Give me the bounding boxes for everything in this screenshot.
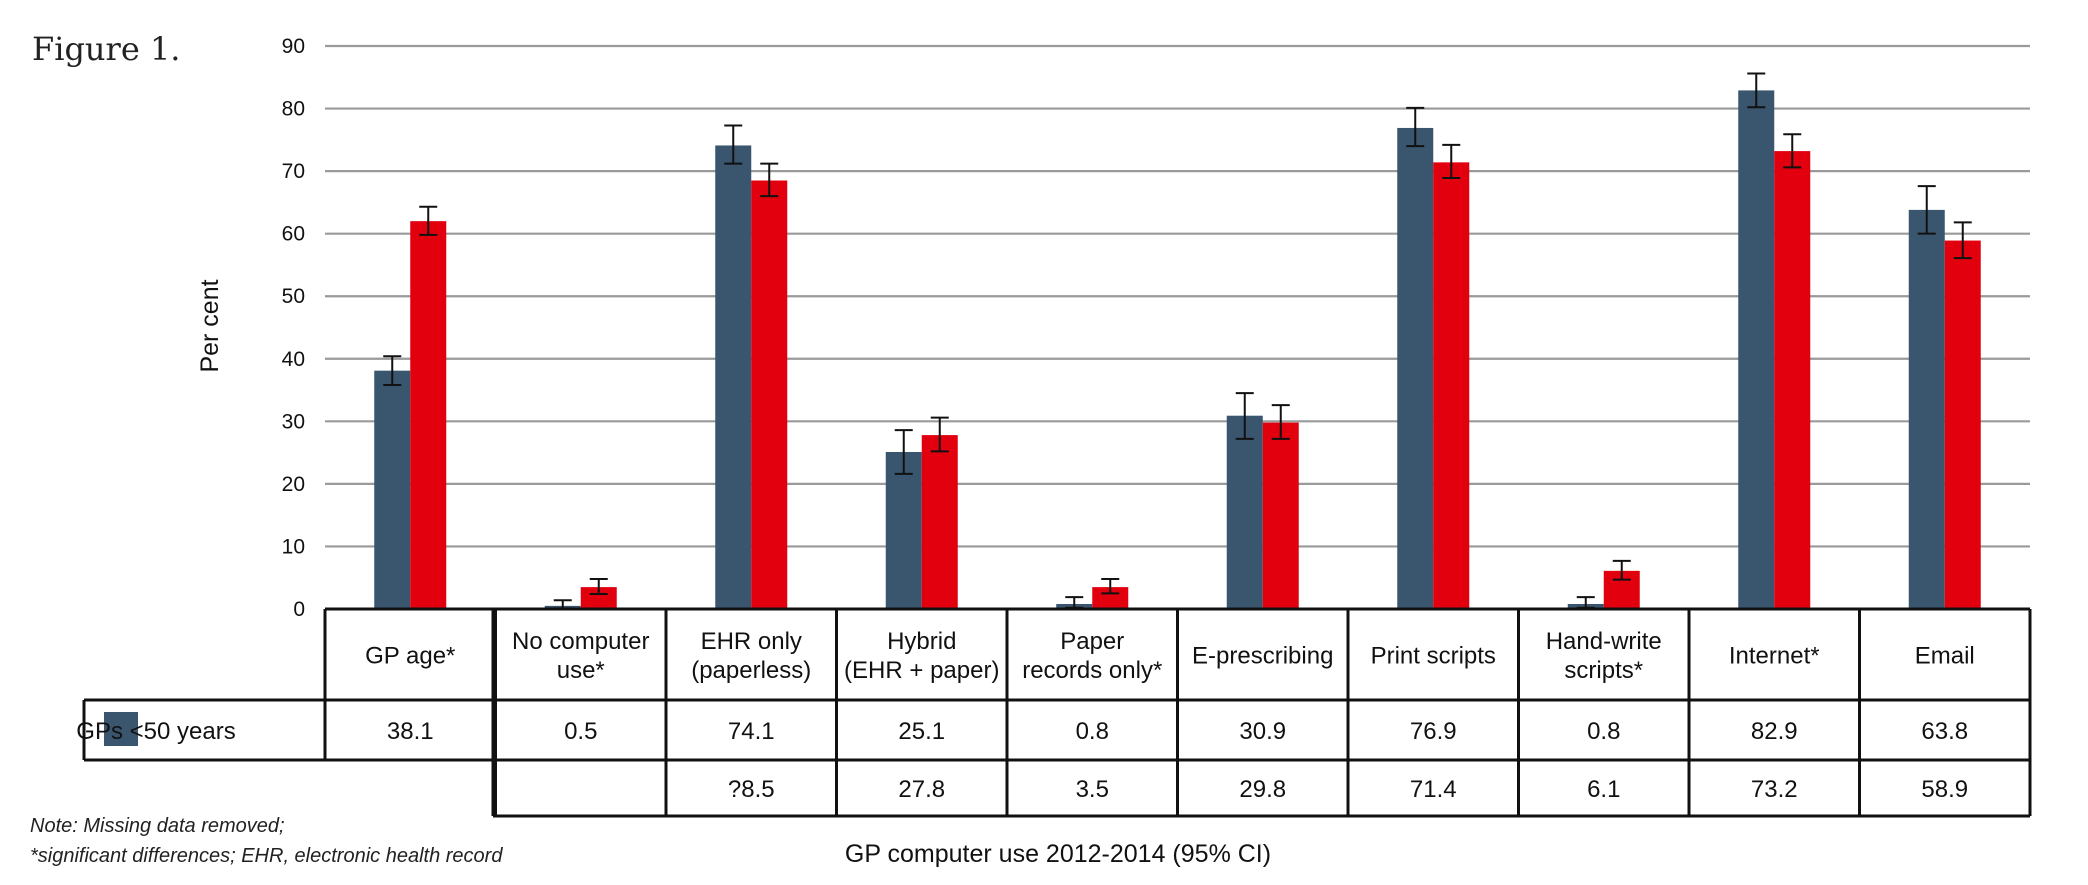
legend-label-series1: GPs <50 years bbox=[76, 718, 235, 745]
y-tick-label: 80 bbox=[282, 98, 305, 121]
note-line-2: *significant differences; EHR, electroni… bbox=[30, 845, 503, 867]
table-cell-series2: 58.9 bbox=[1921, 776, 1968, 803]
table-cell-series1: 30.9 bbox=[1239, 718, 1286, 745]
bar-series1-2 bbox=[715, 145, 752, 610]
table-cell-series2: 27.8 bbox=[898, 776, 945, 803]
bar-series1-9 bbox=[1908, 209, 1945, 609]
bar-series2-5 bbox=[1262, 422, 1299, 609]
y-tick-label: 70 bbox=[282, 160, 305, 183]
table-cell-series1: 38.1 bbox=[387, 718, 434, 745]
legend-swatch-series1 bbox=[104, 712, 138, 746]
category-label: (EHR + paper) bbox=[844, 657, 999, 684]
category-label: EHR only bbox=[701, 628, 802, 655]
bars bbox=[374, 90, 1981, 610]
bar-series1-6 bbox=[1397, 127, 1434, 609]
bar-series2-8 bbox=[1774, 151, 1811, 610]
y-tick-label: 40 bbox=[282, 348, 305, 371]
bar-series1-3 bbox=[885, 451, 922, 609]
table-cell-series1: 74.1 bbox=[728, 718, 775, 745]
error-bars bbox=[383, 72, 1972, 610]
category-label: scripts* bbox=[1564, 657, 1643, 684]
y-tick-label: 0 bbox=[293, 598, 305, 621]
category-label: use* bbox=[557, 657, 605, 684]
table-cell-series1: 63.8 bbox=[1921, 718, 1968, 745]
y-tick-label: 60 bbox=[282, 223, 305, 246]
table-cell-series2: 29.8 bbox=[1239, 776, 1286, 803]
y-tick-label: 30 bbox=[282, 410, 305, 433]
table-cell-series1: 76.9 bbox=[1410, 718, 1457, 745]
table-cell-series1: 0.8 bbox=[1076, 718, 1109, 745]
y-tick-label: 50 bbox=[282, 285, 305, 308]
y-axis-label: Per cent bbox=[196, 279, 224, 372]
bar-series2-9 bbox=[1944, 240, 1981, 609]
bar-series2-6 bbox=[1433, 162, 1470, 609]
table-cell-series2: 71.4 bbox=[1410, 776, 1457, 803]
table-cell-series2: 73.2 bbox=[1751, 776, 1798, 803]
table-cell-series1: 0.5 bbox=[564, 718, 597, 745]
table-cell-series1: 82.9 bbox=[1751, 718, 1798, 745]
bar-series2-3 bbox=[921, 435, 958, 609]
table-cell-series1: 0.8 bbox=[1587, 718, 1620, 745]
table-cell-series2: 3.5 bbox=[1076, 776, 1109, 803]
category-label: (paperless) bbox=[691, 657, 811, 684]
category-label: No computer bbox=[512, 628, 649, 655]
y-tick-label: 20 bbox=[282, 473, 305, 496]
bar-series2-1 bbox=[580, 587, 617, 609]
category-label: Paper bbox=[1060, 628, 1124, 655]
category-label: Hand-write bbox=[1546, 628, 1662, 655]
figure-label: Figure 1. bbox=[32, 30, 181, 68]
table-cell-series2: ?8.5 bbox=[728, 776, 775, 803]
table-cell-series2: 6.1 bbox=[1587, 776, 1620, 803]
category-label: E-prescribing bbox=[1192, 643, 1333, 670]
bar-series1-0 bbox=[374, 370, 411, 609]
category-label: Internet* bbox=[1729, 643, 1820, 670]
bar-series1-8 bbox=[1738, 90, 1775, 610]
y-tick-label: 10 bbox=[282, 535, 305, 558]
note-line-1: Note: Missing data removed; bbox=[30, 815, 285, 837]
table-cell-series1: 25.1 bbox=[898, 718, 945, 745]
category-label: Hybrid bbox=[887, 628, 956, 655]
category-label: records only* bbox=[1022, 657, 1162, 684]
bar-series2-0 bbox=[410, 221, 447, 609]
bar-series2-2 bbox=[751, 180, 788, 609]
bar-series1-5 bbox=[1226, 415, 1263, 609]
y-axis-ticks: 0 10 20 30 40 50 60 70 80 90 bbox=[282, 35, 305, 621]
category-label: Print scripts bbox=[1371, 643, 1496, 670]
category-label: GP age* bbox=[365, 643, 455, 670]
y-tick-label: 90 bbox=[282, 35, 305, 58]
category-label: Email bbox=[1915, 643, 1975, 670]
x-axis-label: GP computer use 2012-2014 (95% CI) bbox=[845, 840, 1271, 868]
